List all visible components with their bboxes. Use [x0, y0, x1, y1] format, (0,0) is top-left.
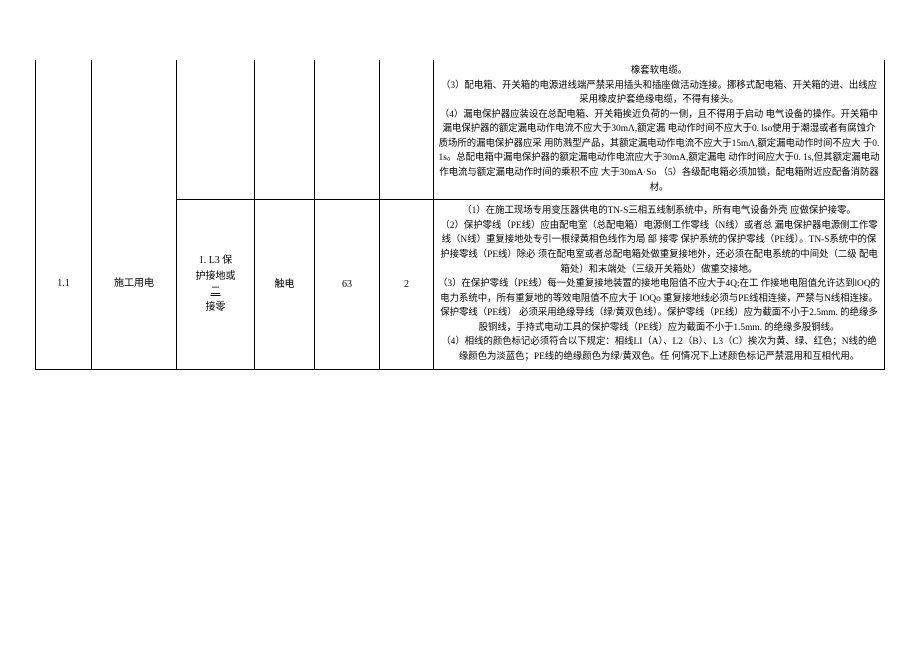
cell-item: 1. L3 保 护接地或 二 接零	[177, 200, 255, 369]
table-row: 1.1 施工用电 1. L3 保 护接地或 二 接零 触电 63 2 （1）在施…	[36, 200, 885, 369]
document-table: 橡套软电缆。 （3）配电箱、开关箱的电源进线端严禁采用插头和插座做活动连接。挪移…	[35, 60, 885, 370]
cell-blank	[92, 60, 177, 200]
desc-text: （4）相线的颜色标记必须符合以下规定：相线LI（A）、L2（B）、L3（C）挨次…	[441, 337, 876, 362]
desc-text: （3）配电箱、开关箱的电源进线端严禁采用插头和插座做活动连接。挪移式配电箱、开关…	[441, 81, 877, 106]
item-text: 二	[211, 286, 221, 297]
cell-category: 施工用电	[92, 200, 177, 369]
cell-description: （1）在施工现场专用变压器供电的TN-S三相五线制系统中，所有电气设备外壳 应做…	[434, 200, 885, 369]
item-text: 护接地或	[196, 271, 236, 282]
table-row: 橡套软电缆。 （3）配电箱、开关箱的电源进线端严禁采用插头和插座做活动连接。挪移…	[36, 60, 885, 200]
item-text: 1. L3 保	[199, 255, 233, 266]
desc-text: （4）漏电保护器应装设在总配电箱、开关箱挨近负荷的一侧，且不得用于启动 电气设备…	[439, 110, 880, 193]
cell-value: 2	[380, 200, 434, 369]
cell-hazard: 触电	[255, 200, 315, 369]
item-text: 接零	[206, 302, 226, 313]
cell-code: 1.1	[36, 200, 92, 369]
cell-blank	[255, 60, 315, 200]
desc-text: （3）在保护零线（PE线）每一处重复接地装置的接地电阻值不应大于4Q;在工 作接…	[438, 279, 880, 333]
cell-blank	[380, 60, 434, 200]
cell-blank	[315, 60, 380, 200]
cell-blank	[36, 60, 92, 200]
desc-text: 橡套软电缆。	[631, 66, 687, 76]
cell-blank	[177, 60, 255, 200]
cell-description: 橡套软电缆。 （3）配电箱、开关箱的电源进线端严禁采用插头和插座做活动连接。挪移…	[434, 60, 885, 200]
desc-text: （2）保护零线（PE线）应由配电室（总配电箱）电源侧工作零线（N线）或者总 漏电…	[440, 221, 878, 275]
cell-value: 63	[315, 200, 380, 369]
desc-text: （1）在施工现场专用变压器供电的TN-S三相五线制系统中，所有电气设备外壳 应做…	[462, 206, 856, 216]
